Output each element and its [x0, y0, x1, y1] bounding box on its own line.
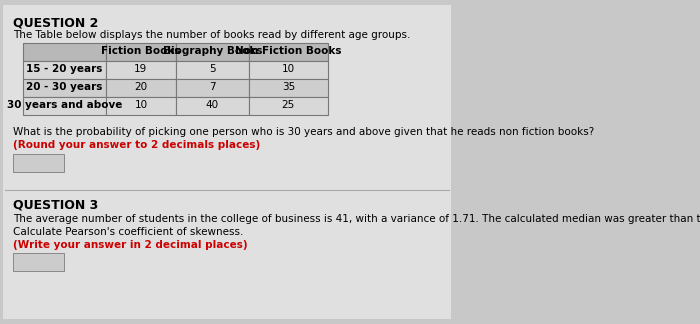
Text: 25: 25: [281, 100, 295, 110]
Bar: [248, 61, 328, 79]
Bar: [176, 61, 248, 79]
Bar: [22, 61, 106, 79]
Bar: [106, 43, 176, 61]
Text: 30 years and above: 30 years and above: [6, 100, 122, 110]
Text: Non Fiction Books: Non Fiction Books: [235, 46, 342, 56]
Bar: [106, 61, 176, 79]
Bar: [13, 154, 64, 172]
Text: QUESTION 2: QUESTION 2: [13, 16, 99, 29]
Bar: [106, 97, 176, 115]
Bar: [22, 97, 106, 115]
Bar: [176, 43, 248, 61]
Text: 10: 10: [134, 100, 148, 110]
Text: What is the probability of picking one person who is 30 years and above given th: What is the probability of picking one p…: [13, 127, 594, 137]
Bar: [106, 79, 176, 97]
Text: 19: 19: [134, 64, 148, 74]
Bar: [22, 79, 106, 97]
Text: (Write your answer in 2 decimal places): (Write your answer in 2 decimal places): [13, 240, 248, 250]
Text: 35: 35: [281, 82, 295, 92]
Bar: [248, 79, 328, 97]
Text: Calculate Pearson's coefficient of skewness.: Calculate Pearson's coefficient of skewn…: [13, 227, 244, 237]
Bar: [248, 97, 328, 115]
Text: (Round your answer to 2 decimals places): (Round your answer to 2 decimals places): [13, 140, 260, 150]
Text: 5: 5: [209, 64, 216, 74]
Text: 7: 7: [209, 82, 216, 92]
Text: 20 - 30 years: 20 - 30 years: [26, 82, 102, 92]
Bar: [176, 97, 248, 115]
Bar: [248, 43, 328, 61]
Text: 10: 10: [281, 64, 295, 74]
Bar: [176, 79, 248, 97]
Text: Biography Books: Biography Books: [162, 46, 262, 56]
Text: 15 - 20 years: 15 - 20 years: [26, 64, 102, 74]
Text: 20: 20: [134, 82, 148, 92]
Bar: [22, 43, 106, 61]
Bar: [13, 253, 64, 271]
Text: 40: 40: [206, 100, 219, 110]
Text: Fiction Books: Fiction Books: [101, 46, 181, 56]
Text: QUESTION 3: QUESTION 3: [13, 198, 98, 211]
Text: The Table below displays the number of books read by different age groups.: The Table below displays the number of b…: [13, 30, 410, 40]
Text: The average number of students in the college of business is 41, with a variance: The average number of students in the co…: [13, 214, 700, 224]
